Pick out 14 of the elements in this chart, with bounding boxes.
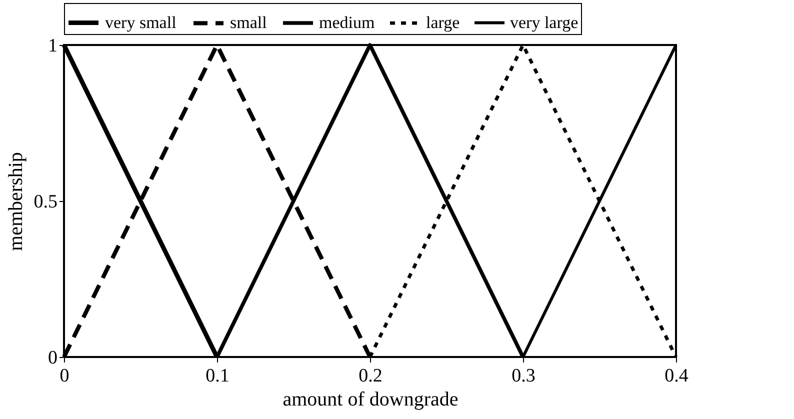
x-tick-label: 0.3 — [512, 366, 536, 386]
x-axis-title: amount of downgrade — [282, 388, 458, 410]
y-tick-label: 0.5 — [34, 192, 58, 212]
legend-label: very large — [510, 12, 578, 32]
legend-label: small — [230, 13, 268, 32]
y-axis-title: membership — [4, 152, 27, 251]
legend-label: very small — [105, 12, 177, 32]
legend-label: large — [426, 13, 460, 32]
y-tick-label: 1 — [48, 36, 58, 56]
x-tick-label: 0.1 — [206, 366, 230, 386]
legend-label: medium — [319, 13, 375, 32]
x-tick-label: 0.4 — [664, 366, 689, 386]
y-tick-label: 0 — [48, 348, 58, 368]
x-tick-label: 0.2 — [358, 366, 382, 386]
